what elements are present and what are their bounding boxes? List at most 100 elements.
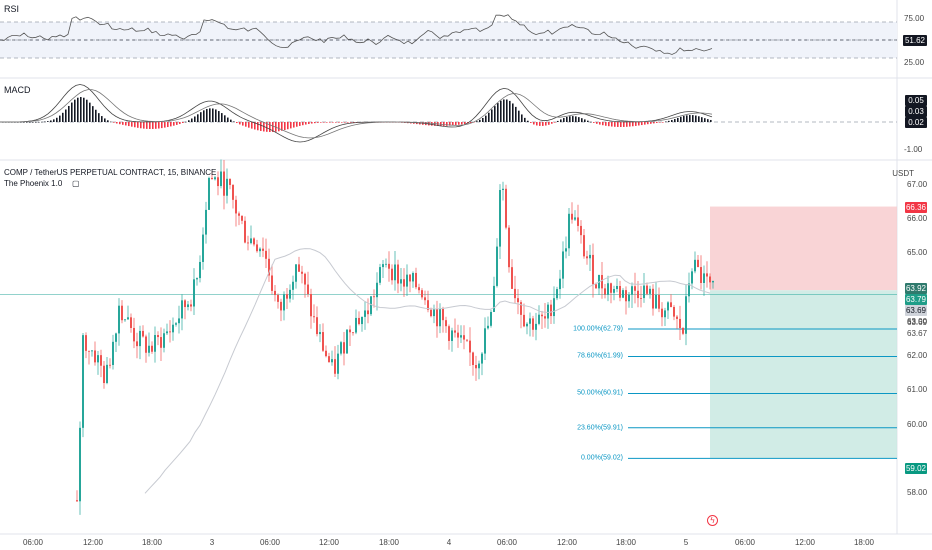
candle-body bbox=[181, 300, 183, 319]
candle-body bbox=[139, 330, 141, 347]
macd-histogram-bar bbox=[272, 122, 274, 132]
macd-histogram-bar bbox=[611, 122, 613, 127]
candle-body bbox=[319, 332, 321, 335]
candle-body bbox=[610, 283, 612, 293]
candle-body bbox=[355, 317, 357, 333]
macd-histogram-bar bbox=[485, 115, 487, 122]
symbol-title[interactable]: COMP / TetherUS PERPETUAL CONTRACT, 15, … bbox=[4, 168, 217, 177]
macd-histogram-bar bbox=[590, 121, 592, 123]
candle-body bbox=[346, 329, 348, 354]
candle-body bbox=[202, 234, 204, 262]
macd-histogram-bar bbox=[464, 122, 466, 124]
candle-body bbox=[115, 333, 117, 342]
candle-body bbox=[607, 283, 609, 295]
candle-body bbox=[250, 238, 252, 244]
macd-histogram-bar bbox=[266, 122, 268, 132]
macd-histogram-bar bbox=[86, 99, 88, 122]
macd-histogram-bar bbox=[131, 122, 133, 127]
candle-body bbox=[100, 355, 102, 366]
macd-histogram-bar bbox=[302, 122, 304, 126]
candle-body bbox=[550, 304, 552, 317]
macd-histogram-bar bbox=[257, 122, 259, 131]
candle-body bbox=[547, 304, 549, 319]
macd-histogram-bar bbox=[185, 121, 187, 123]
macd-histogram-bar bbox=[116, 122, 118, 124]
currency-label[interactable]: USDT bbox=[892, 169, 914, 178]
fib-level-label: 23.60%(59.91) bbox=[577, 424, 623, 432]
macd-histogram-bar bbox=[530, 122, 532, 123]
macd-value-tag-1: 0.05 bbox=[905, 95, 927, 106]
indicator-expand-icon[interactable]: ▢ bbox=[72, 179, 80, 188]
candle-body bbox=[655, 294, 657, 309]
macd-histogram-bar bbox=[554, 122, 556, 123]
candle-body bbox=[397, 264, 399, 284]
time-axis-label: 12:00 bbox=[556, 538, 578, 547]
candle-body bbox=[445, 320, 447, 327]
macd-histogram-bar bbox=[107, 120, 109, 122]
macd-histogram-bar bbox=[20, 121, 22, 123]
macd-histogram-bar bbox=[479, 119, 481, 122]
candle-body bbox=[223, 171, 225, 196]
macd-histogram-bar bbox=[23, 121, 25, 123]
macd-histogram-bar bbox=[194, 116, 196, 122]
candle-body bbox=[667, 302, 669, 311]
macd-histogram-bar bbox=[170, 122, 172, 127]
macd-histogram-bar bbox=[533, 122, 535, 125]
price-axis-label: 58.00 bbox=[907, 488, 928, 498]
candle-body bbox=[424, 297, 426, 301]
candle-body bbox=[193, 279, 195, 307]
candle-body bbox=[304, 273, 306, 285]
candle-body bbox=[649, 288, 651, 294]
candle-body bbox=[673, 306, 675, 317]
candle-body bbox=[523, 314, 525, 327]
candle-body bbox=[238, 213, 240, 216]
last-price-tag: 63.69 bbox=[905, 305, 927, 316]
macd-histogram-bar bbox=[656, 122, 658, 123]
time-axis-label: 12:00 bbox=[794, 538, 816, 547]
candle-body bbox=[496, 246, 498, 286]
macd-histogram-bar bbox=[80, 97, 82, 122]
macd-histogram-bar bbox=[29, 121, 31, 123]
macd-histogram-bar bbox=[218, 111, 220, 122]
candle-body bbox=[376, 282, 378, 298]
macd-histogram-bar bbox=[98, 113, 100, 122]
macd-histogram-bar bbox=[509, 100, 511, 122]
candle-body bbox=[409, 274, 411, 282]
time-axis-label: 18:00 bbox=[378, 538, 400, 547]
price-axis-label: 65.00 bbox=[907, 248, 928, 258]
candle-body bbox=[196, 278, 198, 280]
price-axis-label: 61.00 bbox=[907, 385, 928, 395]
candle-body bbox=[88, 350, 90, 352]
macd-histogram-bar bbox=[113, 122, 115, 123]
candle-body bbox=[643, 285, 645, 299]
macd-histogram-bar bbox=[560, 119, 562, 122]
macd-histogram-bar bbox=[239, 122, 241, 125]
candle-body bbox=[439, 308, 441, 327]
macd-histogram-bar bbox=[431, 122, 433, 126]
candle-body bbox=[565, 248, 567, 252]
macd-histogram-bar bbox=[455, 122, 457, 126]
candle-body bbox=[694, 259, 696, 272]
candle-body bbox=[160, 337, 162, 348]
macd-histogram-bar bbox=[623, 122, 625, 127]
candle-body bbox=[628, 294, 630, 302]
macd-histogram-bar bbox=[305, 122, 307, 125]
candle-body bbox=[289, 289, 291, 299]
candle-body bbox=[526, 323, 528, 327]
candle-body bbox=[229, 178, 231, 185]
current-price-tag-a: 63.92 bbox=[905, 283, 927, 294]
candle-body bbox=[391, 268, 393, 281]
rsi-line bbox=[0, 14, 713, 55]
candle-body bbox=[316, 317, 318, 335]
indicator-name[interactable]: The Phoenix 1.0 bbox=[4, 179, 63, 188]
macd-histogram-bar bbox=[470, 122, 472, 123]
candle-body bbox=[448, 326, 450, 341]
macd-histogram-bar bbox=[95, 109, 97, 122]
candle-body bbox=[475, 365, 477, 369]
macd-histogram-bar bbox=[548, 122, 550, 125]
lightning-icon[interactable]: ϟ bbox=[707, 515, 718, 526]
macd-histogram-bar bbox=[632, 122, 634, 127]
macd-histogram-bar bbox=[584, 119, 586, 122]
price-axis-label: 62.00 bbox=[907, 351, 928, 361]
